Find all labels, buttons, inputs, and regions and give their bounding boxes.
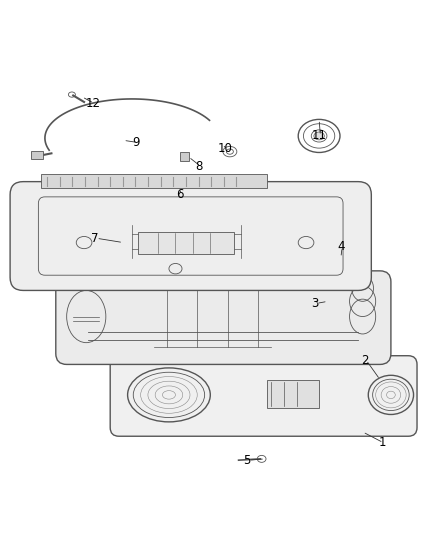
Bar — [267, 379, 319, 408]
Text: 3: 3 — [311, 297, 318, 310]
Text: 6: 6 — [176, 188, 184, 201]
Text: 11: 11 — [311, 130, 327, 142]
Text: 5: 5 — [244, 454, 251, 467]
FancyBboxPatch shape — [10, 182, 371, 290]
Ellipse shape — [314, 132, 324, 140]
Text: 12: 12 — [85, 97, 100, 110]
Bar — [31, 151, 43, 158]
Text: 4: 4 — [337, 240, 345, 253]
Bar — [138, 232, 234, 254]
FancyBboxPatch shape — [110, 356, 417, 436]
Text: 10: 10 — [218, 142, 233, 156]
FancyBboxPatch shape — [56, 271, 391, 365]
Text: 2: 2 — [361, 353, 368, 367]
Text: 9: 9 — [133, 136, 140, 149]
Text: 1: 1 — [378, 437, 386, 449]
Bar — [180, 151, 189, 161]
Text: 8: 8 — [196, 160, 203, 173]
Text: 7: 7 — [91, 232, 99, 245]
Bar — [41, 174, 267, 188]
